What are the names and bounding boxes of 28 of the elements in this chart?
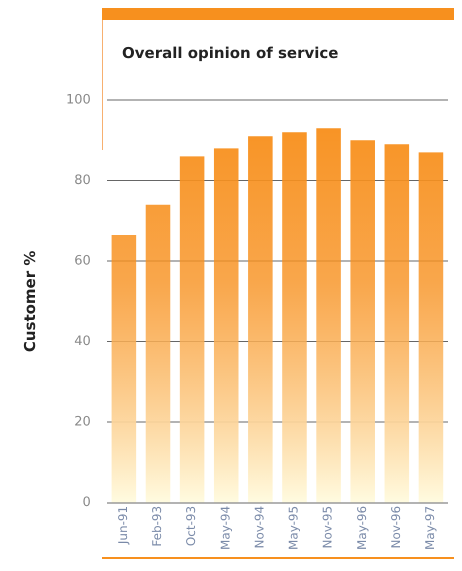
y-tick-label: 60 (74, 253, 91, 268)
bar (248, 136, 273, 502)
bar (384, 144, 410, 502)
bar (282, 132, 307, 502)
y-tick-label: 100 (66, 92, 91, 108)
y-tick-label: 40 (74, 334, 91, 350)
y-axis-title: Customer % (20, 250, 39, 352)
y-tick-label: 0 (82, 495, 91, 510)
x-tick-label: Nov-94 (252, 506, 266, 549)
bar (146, 204, 170, 502)
bar (214, 148, 239, 502)
x-tick-label: Feb-93 (150, 506, 164, 547)
x-tick-label: May-97 (423, 506, 438, 550)
chart-title: Overall opinion of service (122, 44, 338, 62)
bar (418, 152, 444, 502)
x-tick-label: Nov-96 (388, 506, 403, 549)
bar (180, 156, 204, 502)
x-tick-label: May-94 (218, 506, 232, 550)
x-tick-label: Jun-91 (116, 506, 130, 546)
y-tick-label: 80 (74, 172, 91, 188)
x-tick-label: Nov-95 (320, 506, 335, 549)
bar (112, 234, 136, 502)
x-tick-label: May-96 (354, 506, 369, 550)
x-tick-label: May-95 (286, 506, 301, 550)
y-tick-label: 20 (74, 414, 91, 430)
bar (350, 140, 375, 502)
x-tick-label: Oct-93 (184, 506, 198, 546)
bar (316, 128, 341, 502)
